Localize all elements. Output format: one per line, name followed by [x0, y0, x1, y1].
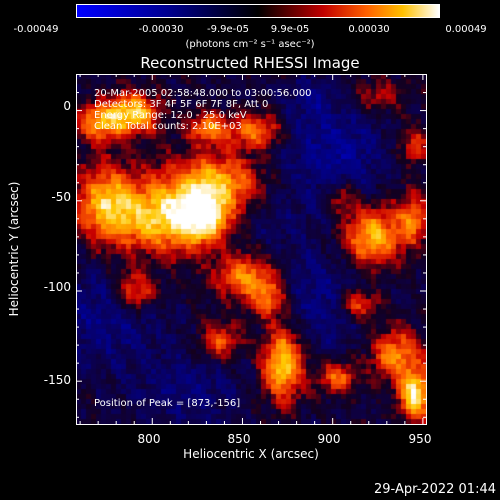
x-tick-label: 800 — [137, 432, 161, 446]
plot-border — [76, 74, 427, 425]
y-tick-label: -150 — [43, 373, 71, 387]
energy-range-text: Energy Range: 12.0 - 25.0 keV — [94, 110, 247, 121]
colorbar-tick-label: 0.00049 — [445, 24, 487, 35]
plot-date-stamp: 29-Apr-2022 01:44 — [374, 482, 496, 497]
x-axis-label: Heliocentric X (arcsec) — [183, 447, 319, 461]
colorbar-tick-label: -9.9e-05 — [207, 24, 249, 35]
x-tick-label: 900 — [317, 432, 341, 446]
chart-title: Reconstructed RHESSI Image — [140, 54, 360, 72]
x-tick-label: 850 — [227, 432, 251, 446]
y-tick-label: 0 — [63, 99, 71, 113]
heatmap-image — [76, 74, 426, 424]
y-axis-label: Heliocentric Y (arcsec) — [7, 181, 21, 317]
y-tick-label: -100 — [43, 280, 71, 294]
time-range-text: 20-Mar-2005 02:58:48.000 to 03:00:56.000 — [94, 88, 312, 99]
colorbar-tick-label: -0.00049 — [13, 24, 59, 35]
colorbar-tick-label: 0.00030 — [348, 24, 390, 35]
tick-marks — [76, 74, 426, 424]
clean-counts-text: Clean Total counts: 2.10E+03 — [94, 121, 242, 132]
colorbar-tick-label: -0.00030 — [138, 24, 184, 35]
peak-position-text: Position of Peak = [873,-156] — [94, 398, 241, 409]
x-tick-label: 950 — [408, 432, 432, 446]
y-tick-label: -50 — [51, 190, 71, 204]
colorbar — [76, 4, 440, 18]
colorbar-unit: (photons cm⁻² s⁻¹ asec⁻²) — [185, 39, 315, 50]
detectors-text: Detectors: 3F 4F 5F 6F 7F 8F, Att 0 — [94, 99, 269, 110]
colorbar-tick-label: 9.9e-05 — [270, 24, 310, 35]
